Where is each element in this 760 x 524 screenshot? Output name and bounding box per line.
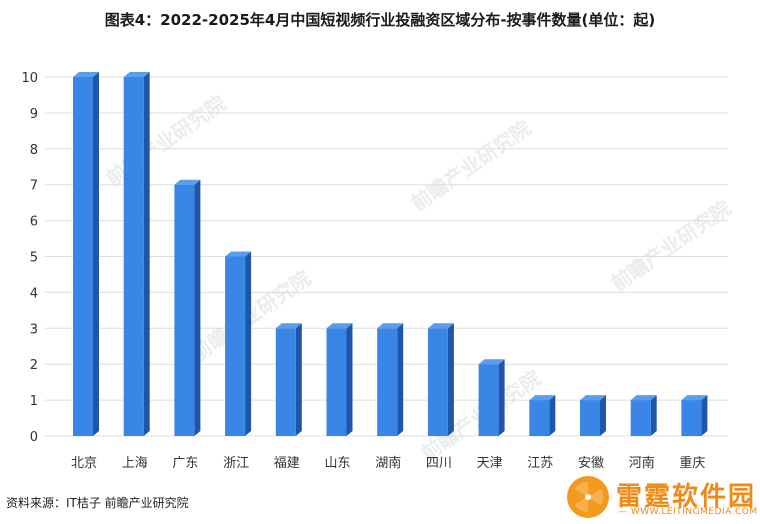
x-tick-label: 安徽 — [578, 456, 604, 471]
bar-top — [326, 323, 353, 329]
bar — [326, 323, 353, 436]
bar-front — [73, 77, 93, 436]
x-tick-label: 上海 — [122, 456, 148, 471]
x-tick-label: 河南 — [629, 455, 655, 471]
bar — [123, 72, 150, 436]
chart-title: 图表4：2022-2025年4月中国短视频行业投融资区域分布-按事件数量(单位：… — [104, 11, 656, 29]
bar — [275, 323, 302, 436]
bar-front — [630, 400, 651, 436]
bar-side — [600, 395, 606, 436]
logo-name: 雷霆软件园 — [616, 482, 757, 512]
y-tick-label: 9 — [30, 107, 38, 122]
x-tick-label: 浙江 — [223, 456, 249, 471]
y-tick-label: 7 — [30, 179, 38, 194]
x-tick-label: 山东 — [324, 456, 350, 471]
bar-top — [174, 179, 201, 185]
bar-top — [427, 323, 454, 329]
y-tick-label: 10 — [21, 71, 38, 86]
bar — [225, 251, 252, 436]
bar — [580, 395, 606, 436]
bar — [681, 395, 708, 436]
y-tick-label: 3 — [30, 322, 38, 337]
x-tick-label: 天津 — [477, 456, 503, 471]
y-tick-label: 1 — [30, 394, 38, 409]
bar — [478, 359, 505, 436]
logo: 雷霆软件园 — WWW.LEITINGMEDIA.COM — — [560, 474, 760, 522]
bar — [174, 179, 201, 436]
bar-front — [681, 400, 702, 436]
x-tick-label: 北京 — [71, 456, 97, 471]
logo-url: — WWW.LEITINGMEDIA.COM — — [618, 507, 760, 517]
bar-side — [549, 395, 556, 436]
bar-front — [427, 328, 448, 436]
y-tick-label: 2 — [30, 358, 38, 373]
x-tick-label: 广东 — [172, 456, 198, 471]
bar-side — [295, 323, 302, 436]
bar-side — [701, 395, 708, 436]
x-tick-label: 湖南 — [375, 455, 401, 471]
bar-front — [326, 328, 347, 436]
bar-side — [93, 72, 99, 436]
bar-top — [123, 72, 150, 77]
bar-top — [275, 323, 302, 329]
bar-front — [529, 400, 550, 436]
bar-side — [346, 323, 353, 436]
bar-top — [478, 359, 505, 365]
bar-top — [377, 323, 404, 329]
x-tick-label: 重庆 — [679, 455, 705, 471]
bar-side — [447, 323, 454, 436]
logo-icon — [567, 476, 609, 518]
x-tick-label: 四川 — [426, 456, 452, 471]
bar-top — [529, 395, 556, 401]
y-tick-label: 5 — [30, 251, 38, 266]
bar-side — [194, 179, 201, 436]
bar-side — [245, 251, 252, 436]
bar-front — [377, 328, 398, 436]
y-tick-label: 0 — [30, 430, 38, 445]
bars — [73, 72, 708, 436]
bar-top — [580, 395, 606, 401]
bar-front — [275, 328, 296, 436]
y-tick-label: 4 — [30, 286, 38, 301]
bar-front — [123, 77, 144, 436]
bar-top — [630, 395, 657, 401]
bar-side — [650, 395, 657, 436]
bar-front — [478, 364, 499, 436]
bar — [630, 395, 657, 436]
bar — [427, 323, 454, 436]
x-tick-label: 福建 — [274, 456, 300, 471]
y-tick-label: 6 — [30, 215, 38, 230]
bar — [529, 395, 556, 436]
bar-side — [397, 323, 404, 436]
y-tick-label: 8 — [30, 143, 38, 158]
bar-side — [498, 359, 505, 436]
x-tick-label: 江苏 — [527, 455, 553, 471]
x-axis-ticks: 北京 上海 广东 浙江 福建 山东 湖南 四川 天津 江苏 安徽 河南 重庆 — [71, 455, 705, 471]
bar-front — [174, 184, 195, 436]
bar-front — [580, 400, 600, 436]
source-note: 资料来源：IT桔子 前瞻产业研究院 — [6, 496, 189, 510]
y-axis-ticks: 0 1 2 3 4 5 6 7 8 9 10 — [21, 71, 38, 445]
bar-side — [143, 72, 150, 436]
bar-top — [73, 72, 99, 77]
bar-front — [225, 256, 246, 436]
bar-top — [225, 251, 252, 257]
bar — [73, 72, 99, 436]
bar-top — [681, 395, 708, 401]
bar — [377, 323, 404, 436]
